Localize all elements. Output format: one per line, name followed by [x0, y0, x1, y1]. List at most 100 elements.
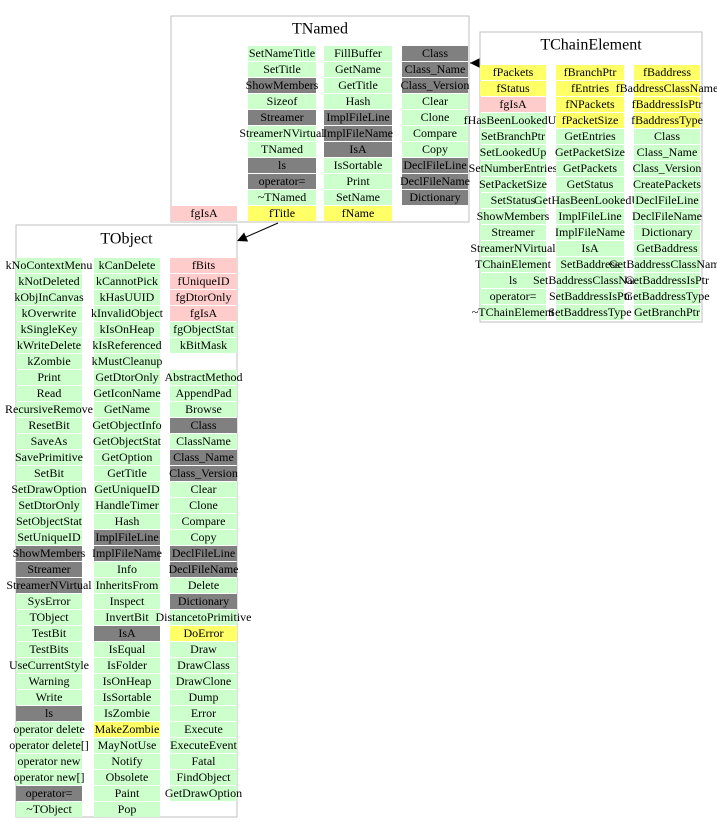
member-label: kIsOnHeap: [100, 322, 155, 336]
member-label: Dictionary: [641, 225, 692, 239]
member-cell: [248, 110, 316, 125]
member-cell: [556, 273, 624, 288]
member-label: InheritsFrom: [96, 578, 159, 592]
member-cell: [248, 142, 316, 157]
member-cell: [170, 322, 237, 337]
member-label: kHasUUID: [100, 290, 155, 304]
member-cell: [248, 126, 316, 141]
member-cell: [94, 546, 160, 561]
member-cell: [556, 65, 624, 80]
member-label: ImplFileLine: [558, 209, 621, 223]
member-label: kIsReferenced: [92, 338, 161, 352]
member-cell: [480, 273, 546, 288]
member-label: HandleTimer: [95, 498, 159, 512]
member-cell: [556, 161, 624, 176]
member-label: fBaddressType: [631, 113, 703, 127]
member-cell: [171, 206, 237, 221]
member-label: GetTitle: [107, 466, 147, 480]
member-label: SetTitle: [263, 62, 301, 76]
member-label: fPacketSize: [562, 113, 619, 127]
member-cell: [94, 354, 160, 369]
member-label: fPackets: [493, 65, 534, 79]
member-label: SetNumberEntries: [469, 161, 558, 175]
member-label: StreamerNVirtual: [239, 126, 325, 140]
member-cell: [16, 738, 82, 753]
member-cell: [170, 722, 237, 737]
member-label: fUniqueID: [178, 274, 230, 288]
member-cell: [556, 129, 624, 144]
inheritance-arrow: [236, 222, 279, 242]
member-cell: [94, 738, 160, 753]
member-label: ShowMembers: [13, 546, 86, 560]
member-cell: [16, 370, 82, 385]
member-label: Streamer: [260, 110, 303, 124]
member-label: Copy: [190, 530, 216, 544]
member-cell: [16, 482, 82, 497]
member-label: ls: [509, 273, 517, 287]
member-label: Copy: [422, 142, 448, 156]
member-cell: [248, 158, 316, 173]
member-cell: [94, 498, 160, 513]
member-cell: [248, 62, 316, 77]
member-label: IsSortable: [334, 158, 383, 172]
member-label: IsA: [581, 241, 599, 255]
member-label: SetDrawOption: [11, 482, 86, 496]
member-cell: [94, 514, 160, 529]
member-label: operator=: [259, 174, 306, 188]
member-label: Clone: [421, 110, 450, 124]
member-label: GetStatus: [567, 177, 614, 191]
member-cell: [556, 193, 624, 208]
member-cell: [16, 354, 82, 369]
member-label: kObjInCanvas: [14, 290, 84, 304]
member-cell: [16, 722, 82, 737]
member-cell: [324, 174, 392, 189]
member-label: TChainElement: [475, 257, 552, 271]
member-cell: [248, 206, 316, 221]
member-label: operator=: [490, 289, 537, 303]
member-label: DeclFileName: [400, 174, 470, 188]
member-cell: [634, 113, 700, 128]
member-cell: [94, 306, 160, 321]
member-cell: [16, 642, 82, 657]
member-label: ImplFileName: [555, 225, 625, 239]
member-cell: [16, 626, 82, 641]
member-label: fStatus: [496, 81, 530, 95]
member-cell: [634, 209, 700, 224]
member-label: kCannotPick: [96, 274, 158, 288]
member-label: SetPacketSize: [479, 177, 547, 191]
member-cell: [248, 78, 316, 93]
member-label: SetBaddressIsPtr: [549, 289, 631, 303]
member-label: ~TChainElement: [472, 305, 555, 319]
member-label: ClassName: [176, 434, 231, 448]
member-cell: [480, 129, 546, 144]
member-cell: [480, 161, 546, 176]
member-label: kInvalidObject: [91, 306, 164, 320]
member-label: InvertBit: [105, 610, 149, 624]
member-label: Class_Name: [637, 145, 698, 159]
member-cell: [170, 530, 237, 545]
member-cell: [556, 97, 624, 112]
member-cell: [16, 418, 82, 433]
member-cell: [480, 145, 546, 160]
member-cell: [170, 306, 237, 321]
member-cell: [170, 482, 237, 497]
member-cell: [16, 786, 82, 801]
member-label: GetDrawOption: [165, 786, 242, 800]
member-cell: [16, 306, 82, 321]
member-label: IsA: [349, 142, 367, 156]
member-cell: [634, 305, 700, 320]
member-label: kWriteDelete: [17, 338, 81, 352]
member-label: SetLookedUp: [480, 145, 547, 159]
member-label: TestBit: [32, 626, 67, 640]
member-label: operator=: [26, 786, 73, 800]
member-cell: [94, 370, 160, 385]
member-cell: [94, 626, 160, 641]
member-label: FindObject: [177, 770, 232, 784]
member-label: Read: [37, 386, 62, 400]
member-label: Fatal: [192, 754, 217, 768]
member-cell: [94, 770, 160, 785]
member-label: fgIsA: [190, 306, 218, 320]
class-title: TObject: [100, 231, 153, 248]
member-label: operator delete[]: [9, 738, 89, 752]
member-label: GetBranchPtr: [634, 305, 700, 319]
